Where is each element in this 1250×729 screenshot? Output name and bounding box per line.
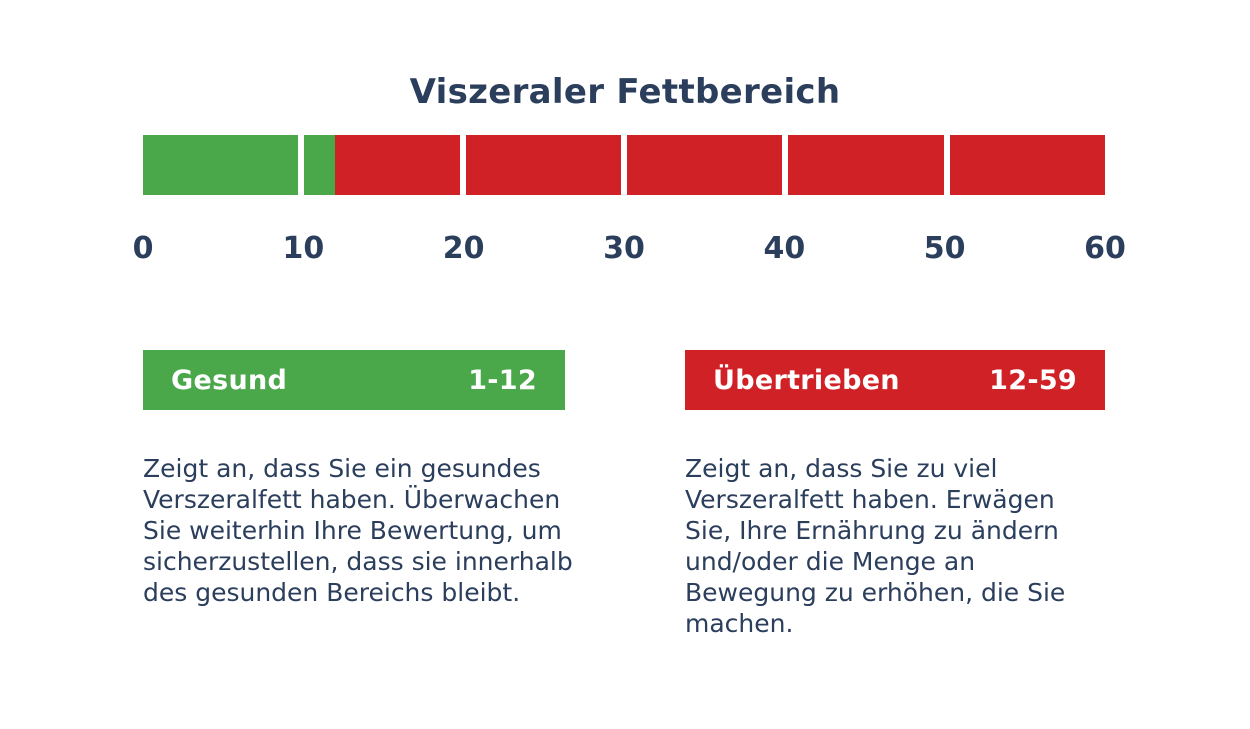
tick-label-40: 40 — [763, 231, 806, 266]
bar-segment-30-40 — [626, 135, 783, 195]
axis-ticks: 0 10 20 30 40 50 60 — [133, 231, 1126, 266]
legend-box-uebertrieben: Übertrieben 12-59 — [685, 350, 1105, 410]
legend-gesund-label: Gesund — [171, 364, 288, 396]
chart-title: Viszeraler Fettbereich — [409, 72, 841, 112]
bar-segment-10-20-green-part — [304, 135, 336, 195]
description-row: Zeigt an, dass Sie ein gesundes Verszera… — [143, 453, 1105, 639]
bar-segment-20-30 — [465, 135, 621, 195]
bar-segment-50-60 — [949, 135, 1105, 195]
tick-label-30: 30 — [603, 231, 645, 266]
chart-content: 0 10 20 30 40 50 60 Gesund 1-12 Übertrie… — [133, 135, 1126, 639]
tick-label-20: 20 — [442, 231, 485, 266]
tick-label-50: 50 — [923, 231, 966, 266]
tick-label-60: 60 — [1084, 231, 1126, 266]
description-uebertrieben: Zeigt an, dass Sie zu viel Verszeralfett… — [685, 454, 1066, 638]
bar-segment-40-50 — [788, 135, 944, 195]
legend-row: Gesund 1-12 Übertrieben 12-59 — [143, 350, 1105, 410]
bar-segment-0-10 — [143, 135, 299, 195]
legend-gesund-range: 1-12 — [468, 364, 537, 396]
tick-label-0: 0 — [132, 231, 154, 266]
bar-segment-10-20 — [304, 135, 460, 195]
tick-label-10: 10 — [282, 231, 325, 266]
legend-uebertrieben-label: Übertrieben — [713, 364, 900, 396]
legend-uebertrieben-range: 12-59 — [989, 364, 1077, 396]
description-gesund: Zeigt an, dass Sie ein gesundes Verszera… — [143, 454, 573, 607]
range-bar — [143, 135, 1105, 195]
legend-box-gesund: Gesund 1-12 — [143, 350, 565, 410]
